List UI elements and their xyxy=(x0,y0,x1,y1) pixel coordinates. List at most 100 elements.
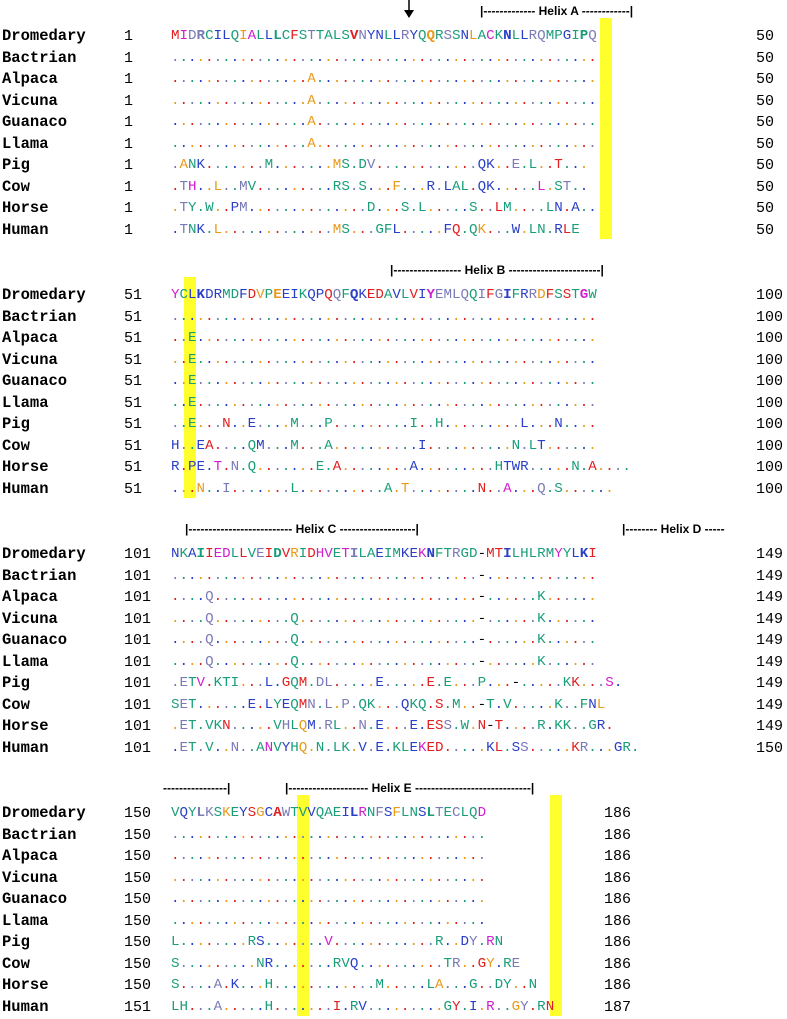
alignment-row: Dromedary 101 NKAIIEDLLVEIDVRIDHVETILAEIMK… xyxy=(0,544,787,565)
alignment-row: Horse 51 R.PE.T.N.Q.......E.A........A....… xyxy=(0,457,787,478)
helix-annotation: |------------- Helix A ------------| xyxy=(480,4,634,18)
sequence: .TH..L..MV.........RS.S...F...R.LAL.QK..… xyxy=(171,178,589,195)
start-position: 51 xyxy=(124,330,143,347)
sequence: .ANK.......M.......MS.DV............QK..… xyxy=(171,157,589,173)
species-name: Guanaco xyxy=(2,113,68,131)
start-position: 150 xyxy=(124,891,152,908)
species-name: Dromedary xyxy=(2,804,86,822)
end-position: 50 xyxy=(756,114,775,131)
start-position: 150 xyxy=(124,955,152,973)
start-position: 101 xyxy=(124,610,152,628)
highlight-column xyxy=(297,795,309,1016)
alignment-row: Human 1 .TNK.L.............MS...GFL.....FQ… xyxy=(0,220,787,241)
end-position: 50 xyxy=(756,71,775,88)
species-name: Human xyxy=(2,997,49,1016)
alignment-row: Human 51 ...N..I.......L..........A.T.....… xyxy=(0,479,787,500)
start-position: 101 xyxy=(124,696,152,714)
start-position: 101 xyxy=(124,589,152,606)
arrow-down-icon xyxy=(404,0,414,18)
helix-annotation: |-------- Helix D ----- xyxy=(622,522,725,536)
species-name: Horse xyxy=(2,717,49,735)
end-position: 100 xyxy=(756,480,784,498)
end-position: 186 xyxy=(604,869,632,887)
alignment-row: Vicuna 101 ....Q.........Q................… xyxy=(0,609,787,630)
species-name: Llama xyxy=(2,393,49,412)
alignment-row: Llama 101 ....Q.........Q.................… xyxy=(0,652,787,673)
highlight-column xyxy=(550,795,562,1016)
highlight-column xyxy=(600,18,612,239)
alignment-row: Cow 101 SET......E.LYEQMN.L.P.QK...QKQ.S.M… xyxy=(0,695,787,716)
end-position: 100 xyxy=(756,437,784,455)
start-position: 1 xyxy=(124,28,134,45)
alignment-row: Alpaca 51 ..E.............................… xyxy=(0,328,787,349)
sequence: NKAIIEDLLVEIDVRIDHVETILAEIMKEKNFTRGD-MTI… xyxy=(171,546,597,562)
alignment-row: Horse 101 .ET.VKN.....VHLQM.RL..N.E...E.ES… xyxy=(0,716,787,737)
end-position: 150 xyxy=(756,739,784,757)
start-position: 1 xyxy=(124,157,134,174)
sequence: ...N..I.......L..........A.T........N..A… xyxy=(171,480,614,497)
alignment-row: Guanaco 1 ................A...............… xyxy=(0,112,787,133)
sequence: ................A.......................… xyxy=(171,71,597,87)
end-position: 186 xyxy=(604,977,632,994)
species-name: Pig xyxy=(2,933,30,951)
end-position: 149 xyxy=(756,653,784,671)
species-name: Guanaco xyxy=(2,890,68,908)
sequence: SET......E.LYEQMN.L.P.QK...QKQ.S.M..-T.V… xyxy=(171,696,606,713)
alignment-row: Pig 51 ..E...N..E....M...P.........I..H...… xyxy=(0,414,787,435)
alignment-row: Horse 150 S....A.K...H............M.....LA… xyxy=(0,975,787,996)
alignment-row: Bactrian 101.............................… xyxy=(0,566,787,587)
start-position: 101 xyxy=(124,739,152,757)
helix-annotation: |-------------------- Helix E ----------… xyxy=(285,781,535,795)
sequence: ........................................… xyxy=(171,49,597,66)
species-name: Pig xyxy=(2,415,30,433)
end-position: 50 xyxy=(756,49,775,67)
end-position: 50 xyxy=(756,178,775,196)
end-position: 186 xyxy=(604,826,632,844)
sequence: S.........NR.......RVQ..........TR..GY.R… xyxy=(171,955,521,972)
sequence: ..E.....................................… xyxy=(171,330,597,346)
alignment-row: Vicuna 150...............................… xyxy=(0,868,787,889)
sequence: ....................................-...… xyxy=(171,567,597,584)
sequence: R.PE.T.N.Q.......E.A........A.........HT… xyxy=(171,459,631,475)
species-name: Cow xyxy=(2,954,30,973)
start-position: 101 xyxy=(124,632,152,649)
start-position: 1 xyxy=(124,221,134,239)
alignment-row: Llama 1 ................A.................… xyxy=(0,134,787,155)
start-position: 150 xyxy=(124,826,152,844)
end-position: 50 xyxy=(756,92,775,110)
alignment-row: Human 101 .ET.V..N..ANVYHQ.N.LK.V.E.KLEKED… xyxy=(0,738,787,759)
end-position: 186 xyxy=(604,955,632,973)
sequence: VQYLKSKEYSGCAWTVVQAEILRNFSFLNSLTECLQD xyxy=(171,805,487,821)
species-name: Human xyxy=(2,738,49,757)
alignment-row: Dromedary 150 VQYLKSKEYSGCAWTVVQAEILRNFSFL… xyxy=(0,803,787,824)
sequence: ..................................... xyxy=(171,869,487,886)
end-position: 50 xyxy=(756,200,775,217)
species-name: Bactrian xyxy=(2,48,77,67)
start-position: 150 xyxy=(124,977,152,994)
end-position: 186 xyxy=(604,891,632,908)
helix-annotation: ----------------| xyxy=(163,781,231,795)
sequence: .TY.W..PM..............D...S.L.....S..LM… xyxy=(171,200,597,216)
start-position: 101 xyxy=(124,675,152,692)
start-position: 101 xyxy=(124,718,152,735)
sequence: ..E...N..E....M...P.........I..H........… xyxy=(171,416,597,432)
start-position: 150 xyxy=(124,848,152,865)
sequence: ..E.....................................… xyxy=(171,373,597,389)
end-position: 100 xyxy=(756,416,784,433)
sequence: ........................................… xyxy=(171,308,597,325)
start-position: 150 xyxy=(124,869,152,887)
species-name: Llama xyxy=(2,652,49,671)
alignment-row: Vicuna 51 ..E.............................… xyxy=(0,350,787,371)
sequence: ....Q...............................-...… xyxy=(171,589,597,605)
species-name: Cow xyxy=(2,436,30,455)
species-name: Dromedary xyxy=(2,545,86,563)
alignment-row: Bactrian 150.............................… xyxy=(0,825,787,846)
start-position: 151 xyxy=(124,998,152,1016)
start-position: 51 xyxy=(124,459,143,476)
start-position: 51 xyxy=(124,308,143,326)
end-position: 149 xyxy=(756,610,784,628)
alignment-row: Alpaca 1 ................A................… xyxy=(0,69,787,90)
species-name: Guanaco xyxy=(2,631,68,649)
species-name: Human xyxy=(2,220,49,239)
